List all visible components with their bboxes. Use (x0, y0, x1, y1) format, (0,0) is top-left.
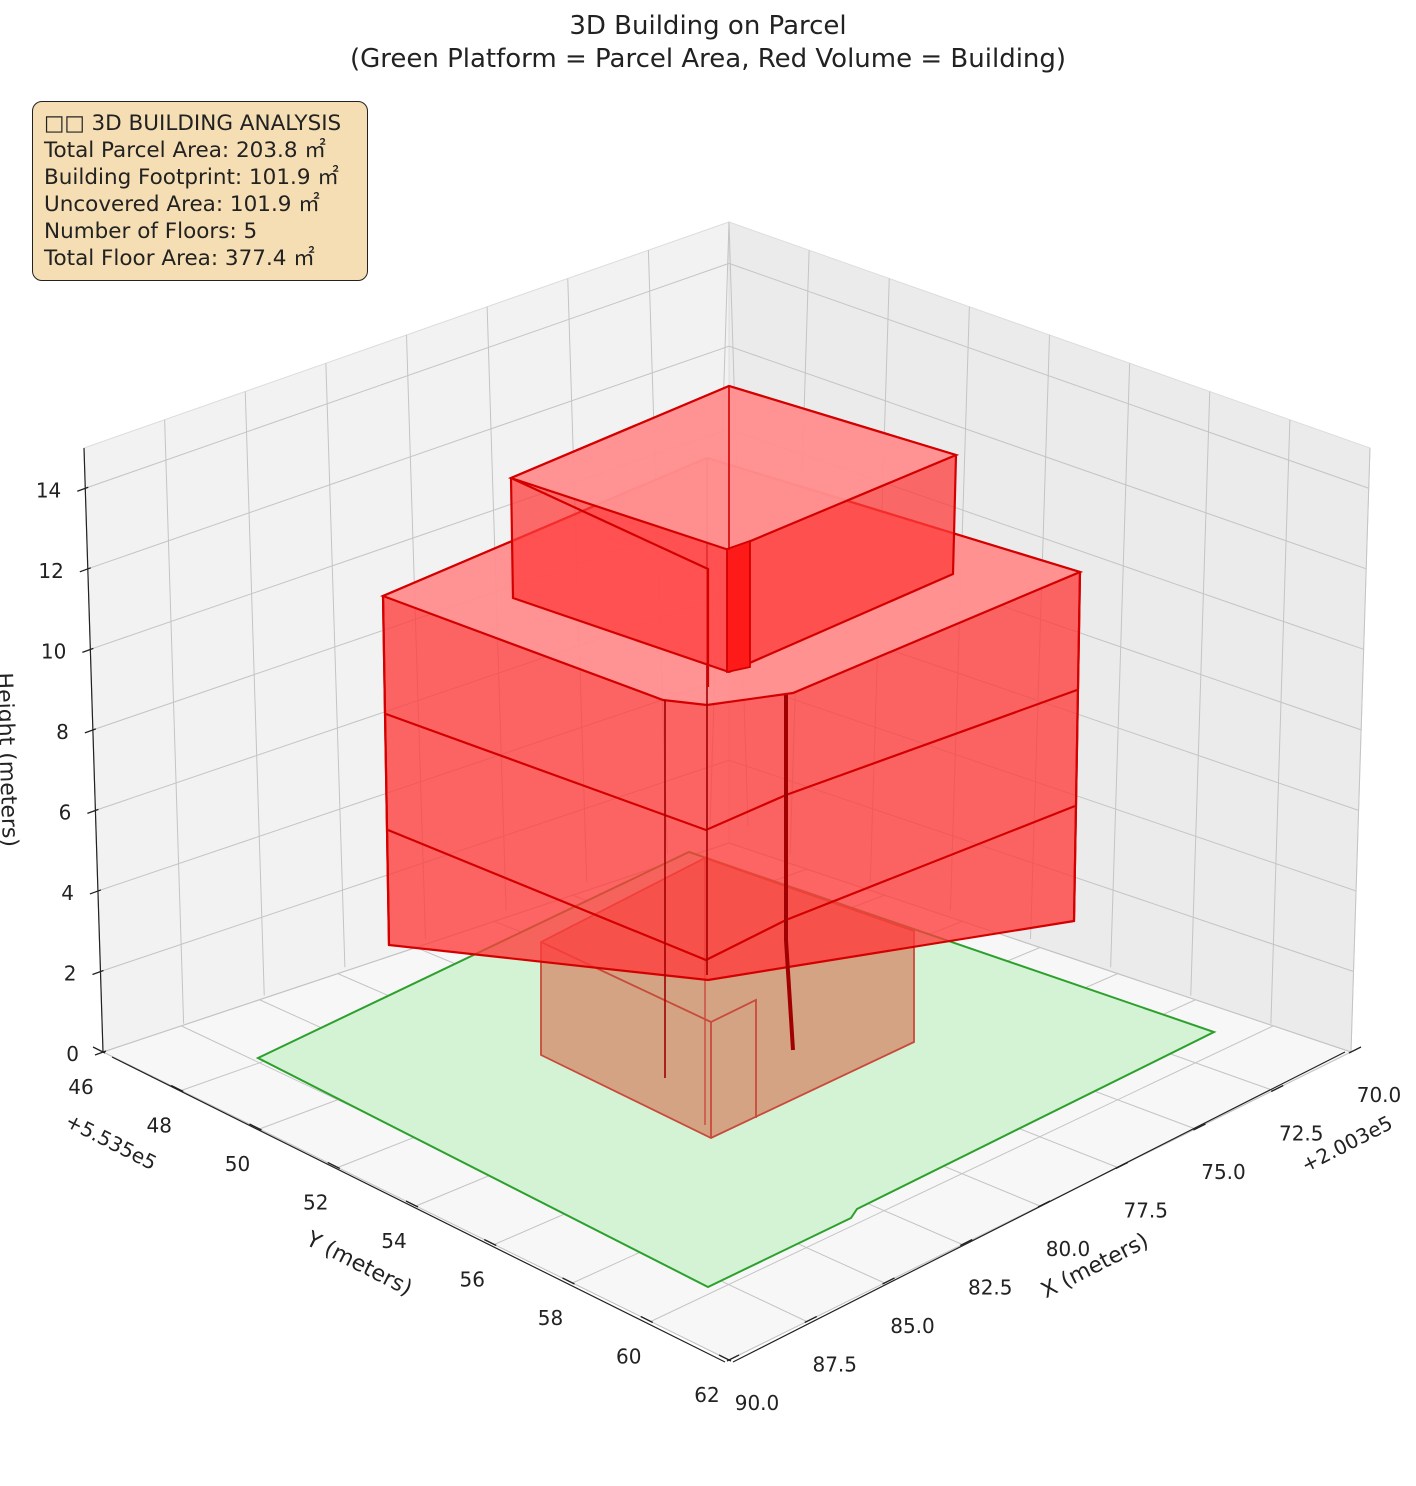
y-tick-label: 52 (303, 1191, 328, 1215)
block-top (507, 384, 960, 552)
grid-line-z (87, 345, 730, 570)
y-tick-mark (483, 1238, 497, 1247)
top-block (507, 384, 960, 687)
x-tick-mark (1037, 1200, 1051, 1208)
x-tick-label: 75.0 (1201, 1160, 1246, 1184)
x-tick-mark (726, 1354, 740, 1362)
grid-line-z (728, 345, 1367, 570)
y-tick-label: 62 (694, 1383, 719, 1407)
z-tick-label: 12 (38, 559, 63, 583)
grid-line-x (1110, 363, 1131, 968)
z-tick-label: 14 (36, 478, 61, 502)
analysis-info-box: □□ 3D BUILDING ANALYSIS Total Parcel Are… (32, 101, 368, 281)
floor-line (387, 804, 1076, 962)
info-line-footprint: Building Footprint: 101.9 ㎡ (44, 165, 339, 190)
z-tick-label: 4 (61, 881, 74, 905)
floor-line (385, 688, 1078, 832)
block-edge (784, 695, 795, 1051)
x-tick-label: 70.0 (1357, 1083, 1402, 1107)
tick-marks (77, 486, 1362, 1362)
y-tick-label: 48 (147, 1114, 172, 1138)
block-edge (1072, 571, 1082, 922)
x-tick-label: 85.0 (890, 1314, 935, 1338)
info-line-floor-area: Total Floor Area: 377.4 ㎡ (44, 246, 315, 271)
grid-line-z (728, 262, 1369, 489)
x-tick-mark (1270, 1084, 1284, 1093)
grid-line-y (244, 391, 265, 996)
grid-line-y (164, 419, 185, 1024)
y-tick-label: 58 (538, 1306, 563, 1330)
x-tick-mark (1348, 1046, 1362, 1054)
title-line-1: 3D Building on Parcel (569, 11, 847, 41)
z-axis-line (83, 447, 104, 1053)
block-edge (710, 998, 757, 1118)
info-heading: □□ 3D BUILDING ANALYSIS (44, 111, 342, 136)
z-tick-label: 2 (64, 961, 77, 985)
y-tick-mark (562, 1277, 575, 1285)
x-tick-label: 72.5 (1279, 1122, 1324, 1146)
y-tick-mark (327, 1161, 341, 1170)
grid-line-y (325, 363, 346, 968)
y-tick-label: 60 (616, 1345, 641, 1369)
x-tick-mark (1115, 1161, 1129, 1170)
block-slot (726, 539, 751, 674)
z-tick-label: 0 (66, 1042, 79, 1066)
z-tick-label: 6 (59, 800, 72, 824)
z-tick-mark (84, 728, 97, 734)
x-tick-label: 82.5 (968, 1276, 1013, 1300)
z-tick-mark (82, 647, 94, 653)
z-tick-mark (92, 969, 104, 976)
x-tick-mark (1193, 1123, 1206, 1131)
x-tick-label: 80.0 (1046, 1237, 1091, 1261)
info-line-uncovered: Uncovered Area: 101.9 ㎡ (44, 192, 320, 217)
y-tick-mark (405, 1200, 419, 1208)
x-tick-label: 87.5 (812, 1353, 857, 1377)
y-tick-mark (249, 1123, 262, 1131)
x-tick-label: 90.0 (735, 1391, 780, 1415)
chart-title: 3D Building on Parcel (Green Platform = … (0, 10, 1416, 76)
x-tick-mark (882, 1277, 895, 1285)
y-tick-mark (170, 1084, 184, 1093)
z-tick-label: 8 (56, 720, 69, 744)
y-tick-label: 50 (225, 1152, 250, 1176)
info-line-floors: Number of Floors: 5 (44, 219, 258, 244)
y-tick-label: 56 (460, 1268, 485, 1292)
title-line-2: (Green Platform = Parcel Area, Red Volum… (349, 44, 1067, 74)
x-tick-label: 77.5 (1123, 1199, 1168, 1223)
grid-line-x (1350, 447, 1371, 1053)
y-tick-label: 54 (381, 1229, 406, 1253)
grid-line-x (1270, 419, 1291, 1024)
y-tick-label: 46 (68, 1075, 93, 1099)
building-volume (380, 384, 1084, 1139)
block-edge (510, 477, 710, 687)
z-tick-label: 10 (41, 639, 66, 663)
z-tick-mark (89, 889, 102, 895)
grid-line-x (1190, 391, 1211, 996)
z-tick-mark (94, 1050, 107, 1056)
z-tick-mark (79, 567, 92, 573)
y-tick-mark (640, 1315, 654, 1324)
x-tick-mark (804, 1315, 818, 1324)
z-axis-label: Height (meters) (0, 672, 22, 847)
z-tick-mark (87, 808, 99, 815)
tick-labels: 46485052545658606270.072.575.077.580.082… (36, 478, 1401, 1415)
z-tick-mark (77, 486, 89, 492)
grid-line-z (85, 262, 730, 489)
block-edge (381, 595, 391, 946)
x-tick-mark (959, 1238, 973, 1247)
info-line-total-parcel: Total Parcel Area: 203.8 ㎡ (44, 138, 326, 163)
y-axis-line (111, 1056, 726, 1363)
